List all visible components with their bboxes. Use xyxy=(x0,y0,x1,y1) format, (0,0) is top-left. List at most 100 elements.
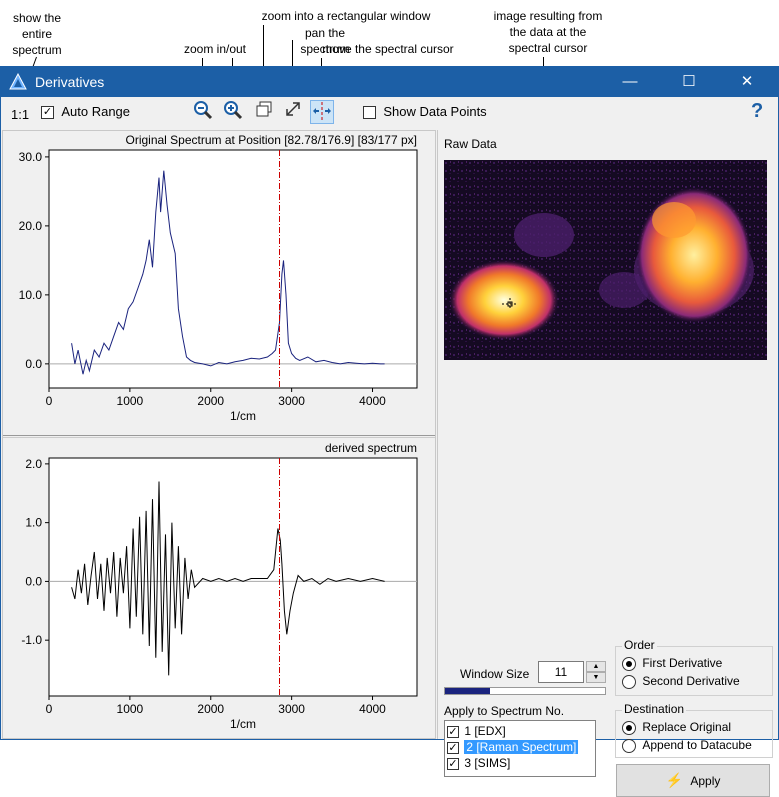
x-tick-label: 4000 xyxy=(359,394,386,408)
zoom-in-icon[interactable] xyxy=(221,100,245,124)
window-size-spin-down[interactable]: ▼ xyxy=(586,672,606,683)
spectrum-list[interactable]: ✓ 1 [EDX] ✓ 2 [Raman Spectrum] ✓ 3 [SIMS… xyxy=(444,720,596,777)
first-derivative-radio[interactable]: First Derivative xyxy=(622,654,722,672)
title-bar: Derivatives — ☐ ✕ xyxy=(1,67,778,97)
x-tick-label: 1000 xyxy=(117,394,144,408)
window-size-progress xyxy=(444,687,606,695)
apply-label: Apply xyxy=(690,774,721,788)
x-tick-label: 3000 xyxy=(278,702,305,716)
window-size-spin-up[interactable]: ▲ xyxy=(586,661,606,672)
callout-pan: pan the spectrum xyxy=(300,26,350,56)
checkbox-box[interactable] xyxy=(363,106,376,120)
callout-line-1: image resulting from xyxy=(493,9,603,23)
x-tick-label: 3000 xyxy=(278,394,305,408)
spectral-cursor-icon[interactable] xyxy=(310,100,334,124)
y-tick-label: 2.0 xyxy=(25,457,42,471)
callout-line-2: the data at the xyxy=(509,25,587,39)
second-derivative-label: Second Derivative xyxy=(642,674,740,688)
y-tick-label: 20.0 xyxy=(19,219,43,233)
window-size-label: Window Size xyxy=(460,667,530,681)
y-tick-label: 10.0 xyxy=(19,288,43,302)
list-item[interactable]: ✓ 2 [Raman Spectrum] xyxy=(447,739,593,755)
callout-show-entire: show the entire spectrum xyxy=(6,10,68,58)
second-derivative-radio[interactable]: Second Derivative xyxy=(622,672,740,690)
checkbox-box[interactable]: ✓ xyxy=(447,741,459,754)
progress-fill xyxy=(445,688,490,694)
first-derivative-label: First Derivative xyxy=(642,656,723,670)
app-icon xyxy=(9,73,27,90)
callout-image-result: image resulting from the data at the spe… xyxy=(478,8,618,56)
order-group: Order First Derivative Second Derivative xyxy=(615,638,773,696)
y-tick-label: 0.0 xyxy=(25,574,42,588)
destination-label: Destination xyxy=(622,702,687,716)
callout-zoom-inout: zoom in/out xyxy=(183,42,247,56)
list-item-label: 2 [Raman Spectrum] xyxy=(464,740,579,754)
radio-circle[interactable] xyxy=(622,720,636,735)
order-label: Order xyxy=(622,638,657,652)
radio-circle[interactable] xyxy=(622,656,636,671)
plot-area xyxy=(48,457,418,697)
x-axis-label: 1/cm xyxy=(230,717,256,731)
window-title: Derivatives xyxy=(35,74,105,90)
x-tick-label: 1000 xyxy=(117,702,144,716)
zoom-window-icon[interactable] xyxy=(252,100,276,124)
close-button[interactable]: ✕ xyxy=(740,73,754,90)
x-tick-label: 2000 xyxy=(197,702,224,716)
callout-line-3: spectrum xyxy=(12,43,62,57)
callout-cursor: move the spectral cursor xyxy=(322,42,454,56)
chart-title: derived spectrum xyxy=(325,441,417,455)
apply-to-label: Apply to Spectrum No. xyxy=(444,704,565,718)
window-size-input[interactable]: 11 xyxy=(538,661,584,683)
show-data-points-checkbox[interactable]: Show Data Points xyxy=(363,104,487,120)
chart-title: Original Spectrum at Position [82.78/176… xyxy=(125,133,417,147)
auto-range-label: Auto Range xyxy=(61,104,131,119)
checkbox-box[interactable]: ✓ xyxy=(447,725,459,738)
help-button[interactable]: ? xyxy=(751,100,764,122)
radio-circle[interactable] xyxy=(622,738,636,753)
list-item[interactable]: ✓ 1 [EDX] xyxy=(447,723,593,739)
callout-line-3: spectral cursor xyxy=(508,41,588,55)
y-tick-label: 0.0 xyxy=(25,357,42,371)
x-tick-label: 2000 xyxy=(197,394,224,408)
auto-range-checkbox[interactable]: ✓ Auto Range xyxy=(41,104,131,120)
spectrum-panel: Original Spectrum at Position [82.78/176… xyxy=(2,130,436,739)
chart-splitter[interactable] xyxy=(3,435,435,438)
zoom-out-icon[interactable] xyxy=(191,100,215,124)
replace-original-label: Replace Original xyxy=(642,720,732,734)
list-item[interactable]: ✓ 3 [SIMS] xyxy=(447,755,593,771)
checkbox-box[interactable]: ✓ xyxy=(41,106,54,120)
destination-group: Destination Replace Original Append to D… xyxy=(615,702,773,758)
plot-area xyxy=(48,149,418,389)
y-tick-label: 30.0 xyxy=(19,150,43,164)
x-axis-label: 1/cm xyxy=(230,409,256,423)
pan-icon[interactable] xyxy=(281,100,305,124)
series-line xyxy=(71,481,385,676)
maximize-button[interactable]: ☐ xyxy=(682,73,696,90)
callout-line-2: entire xyxy=(21,27,53,41)
series-line xyxy=(71,170,385,375)
append-datacube-radio[interactable]: Append to Datacube xyxy=(622,736,752,754)
list-item-label: 1 [EDX] xyxy=(464,724,506,738)
original-spectrum-chart[interactable]: Original Spectrum at Position [82.78/176… xyxy=(3,131,435,433)
toolbar: 1:1 ✓ Auto Range Show Data Points ? xyxy=(1,97,778,129)
callout-leader xyxy=(263,25,264,95)
callout-line-1: show the xyxy=(12,11,62,25)
x-tick-label: 0 xyxy=(46,394,53,408)
window-size-value: 11 xyxy=(554,665,568,679)
scale-reset-button[interactable]: 1:1 xyxy=(11,107,30,122)
y-tick-label: -1.0 xyxy=(21,633,42,647)
x-tick-label: 4000 xyxy=(359,702,386,716)
derivatives-window: Derivatives — ☐ ✕ 1:1 ✓ Auto Range Show … xyxy=(0,66,779,797)
list-item-label: 3 [SIMS] xyxy=(464,756,511,770)
apply-button[interactable]: ⚡ Apply xyxy=(616,764,770,797)
radio-circle[interactable] xyxy=(622,674,636,689)
append-datacube-label: Append to Datacube xyxy=(642,738,752,752)
raw-data-image[interactable] xyxy=(444,160,767,360)
right-panel: Raw Data xyxy=(437,130,777,797)
derived-spectrum-chart[interactable]: derived spectrum 0 1000 2000 3000 4000 -1.0 0.0… xyxy=(3,439,435,741)
y-tick-label: 1.0 xyxy=(25,516,42,530)
checkbox-box[interactable]: ✓ xyxy=(447,757,459,770)
x-tick-label: 0 xyxy=(46,702,53,716)
minimize-button[interactable]: — xyxy=(622,73,638,90)
replace-original-radio[interactable]: Replace Original xyxy=(622,718,731,736)
